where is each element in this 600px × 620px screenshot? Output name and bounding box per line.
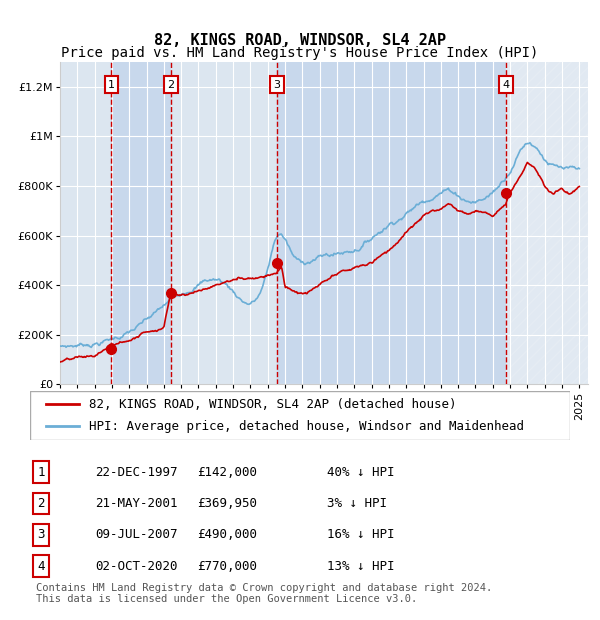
Text: 4: 4 (502, 79, 509, 89)
Bar (170, 62, 277, 384)
Bar (60, 62, 112, 384)
Text: 16% ↓ HPI: 16% ↓ HPI (327, 528, 395, 541)
Text: 02-OCT-2020: 02-OCT-2020 (95, 560, 178, 573)
FancyBboxPatch shape (30, 391, 570, 440)
Text: 1: 1 (37, 466, 44, 479)
Text: 09-JUL-2007: 09-JUL-2007 (95, 528, 178, 541)
Bar (112, 62, 170, 384)
Text: Price paid vs. HM Land Registry's House Price Index (HPI): Price paid vs. HM Land Registry's House … (61, 46, 539, 60)
Text: 3: 3 (37, 528, 44, 541)
Bar (277, 62, 506, 384)
Bar (506, 62, 588, 384)
Bar (506, 62, 588, 384)
Text: Contains HM Land Registry data © Crown copyright and database right 2024.
This d: Contains HM Land Registry data © Crown c… (36, 583, 492, 604)
Text: 13% ↓ HPI: 13% ↓ HPI (327, 560, 395, 573)
Text: 3% ↓ HPI: 3% ↓ HPI (327, 497, 387, 510)
Text: 2: 2 (167, 79, 174, 89)
Text: 4: 4 (37, 560, 44, 573)
Text: 82, KINGS ROAD, WINDSOR, SL4 2AP (detached house): 82, KINGS ROAD, WINDSOR, SL4 2AP (detach… (89, 398, 457, 411)
Text: 3: 3 (273, 79, 280, 89)
Text: 82, KINGS ROAD, WINDSOR, SL4 2AP: 82, KINGS ROAD, WINDSOR, SL4 2AP (154, 33, 446, 48)
Text: £142,000: £142,000 (197, 466, 257, 479)
Text: 1: 1 (108, 79, 115, 89)
Text: £770,000: £770,000 (197, 560, 257, 573)
Text: £490,000: £490,000 (197, 528, 257, 541)
Text: £369,950: £369,950 (197, 497, 257, 510)
Text: 40% ↓ HPI: 40% ↓ HPI (327, 466, 395, 479)
Text: HPI: Average price, detached house, Windsor and Maidenhead: HPI: Average price, detached house, Wind… (89, 420, 524, 433)
Text: 2: 2 (37, 497, 44, 510)
Text: 22-DEC-1997: 22-DEC-1997 (95, 466, 178, 479)
Text: 21-MAY-2001: 21-MAY-2001 (95, 497, 178, 510)
